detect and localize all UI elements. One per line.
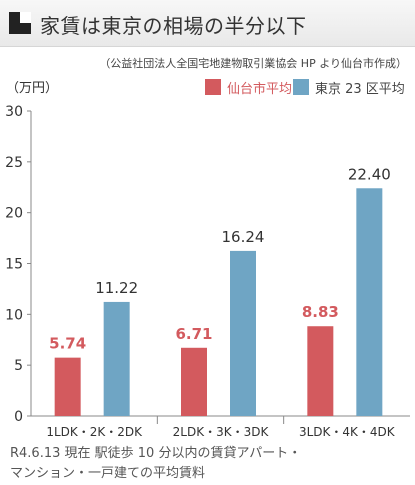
legend-label-tokyo: 東京 23 区平均 [315, 82, 405, 97]
y-tick-label: 5 [14, 358, 23, 374]
bar-sendai [54, 357, 81, 416]
x-tick-label: 1LDK・2K・2DK [46, 425, 143, 439]
data-label-sendai: 8.83 [302, 303, 339, 321]
y-tick-label: 20 [5, 206, 23, 222]
y-tick-label: 10 [5, 307, 23, 323]
chart-header: 家賃は東京の相場の半分以下 [0, 0, 415, 47]
y-tick-label: 0 [14, 409, 23, 425]
bar-sendai [181, 347, 207, 416]
data-label-sendai: 5.74 [49, 335, 86, 353]
data-label-tokyo: 16.24 [222, 228, 265, 246]
chart-axes: 0 5 10 15 20 25 30 1LDK・2K・2DK 2LDK・3K・3DK 3LDK・4… [5, 104, 410, 439]
black-white-squares-icon [9, 12, 31, 34]
footer-line-1: R4.6.13 現在 駅徒歩 10 分以内の賃貸アパート・ [10, 446, 302, 461]
page-title: 家賃は東京の相場の半分以下 [40, 14, 307, 38]
data-label-sendai: 6.71 [175, 325, 212, 343]
chart-bars: 5.74 11.22 6.71 16.24 8.83 22.40 [49, 165, 391, 416]
y-axis-label: （万円） [6, 81, 58, 96]
bar-sendai [307, 326, 334, 416]
data-label-tokyo: 22.40 [348, 165, 391, 183]
footer-line-2: マンション・一戸建ての平均賃料 [10, 466, 206, 481]
x-tick-label: 2LDK・3K・3DK [173, 425, 270, 439]
bar-tokyo [103, 301, 130, 416]
y-tick-label: 25 [5, 155, 23, 171]
y-tick-label: 15 [5, 257, 23, 273]
bar-tokyo [230, 250, 256, 416]
x-tick-label: 3LDK・4K・4DK [299, 425, 396, 439]
legend-swatch-tokyo [293, 79, 309, 95]
bar-chart: （万円） 0 5 10 15 20 25 30 1LDK・2K・2DK 2LDK・3K・3DK 3… [5, 81, 410, 439]
legend-swatch-sendai [205, 79, 221, 95]
bar-tokyo [356, 188, 383, 416]
y-tick-label: 30 [5, 104, 23, 120]
data-label-tokyo: 11.22 [95, 279, 138, 297]
legend-label-sendai: 仙台市平均 [227, 82, 293, 97]
source-note: （公益社団法人全国宅地建物取引業協会 HP より仙台市作成） [99, 57, 407, 70]
footer-note: R4.6.13 現在 駅徒歩 10 分以内の賃貸アパート・ マンション・一戸建て… [10, 444, 410, 484]
